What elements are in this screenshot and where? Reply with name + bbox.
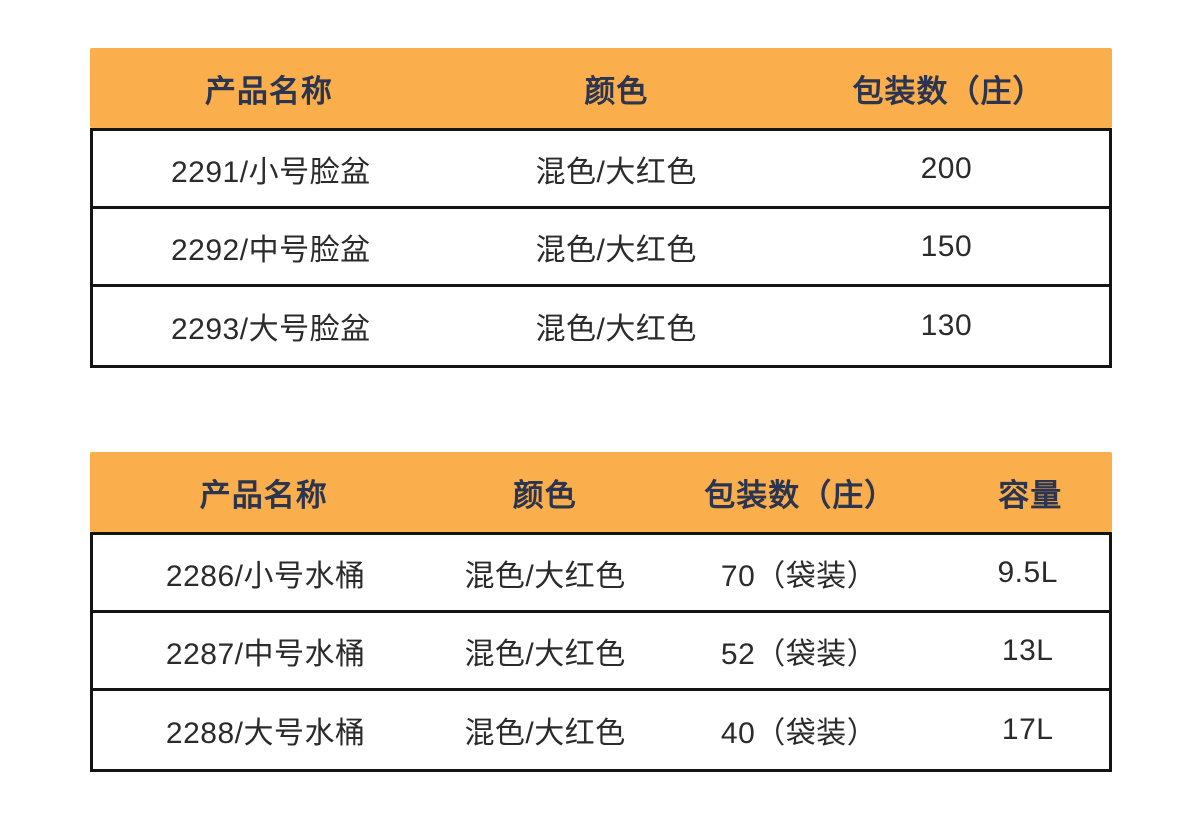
table-row: 2288/大号水桶 混色/大红色 40（袋装） 17L [93,691,1109,769]
cell-product-name: 2293/大号脸盆 [171,313,371,346]
bucket-table-body: 2286/小号水桶 混色/大红色 70（袋装） 9.5L 2287/中号水桶 混… [90,532,1112,772]
basin-table-header: 产品名称 颜色 包装数（庄） [90,48,1112,128]
cell-pack-count: 200 [920,151,973,185]
cell-pack-count: 52（袋装） [720,637,878,671]
column-header-color: 颜色 [512,477,577,513]
cell-pack-count: 150 [920,229,973,263]
cell-color: 混色/大红色 [535,233,697,267]
cell-pack-count: 130 [920,309,973,342]
cell-color: 混色/大红色 [535,313,697,346]
column-header-product-name: 产品名称 [204,73,333,109]
basin-spec-table: 产品名称 颜色 包装数（庄） 2291/小号脸盆 混色/大红色 200 2292… [90,48,1112,368]
bucket-spec-table: 产品名称 颜色 包装数（庄） 容量 2286/小号水桶 混色/大红色 70（袋装… [90,452,1112,772]
column-header-pack-count: 包装数（庄） [704,477,897,513]
cell-pack-count: 70（袋装） [720,559,878,593]
bucket-table-header: 产品名称 颜色 包装数（庄） 容量 [90,452,1112,532]
cell-product-name: 2286/小号水桶 [165,559,366,593]
table-row: 2291/小号脸盆 混色/大红色 200 [93,131,1109,209]
table-row: 2286/小号水桶 混色/大红色 70（袋装） 9.5L [93,535,1109,613]
cell-product-name: 2292/中号脸盆 [171,233,371,267]
column-header-pack-count: 包装数（庄） [852,73,1045,109]
table-row: 2293/大号脸盆 混色/大红色 130 [93,287,1109,365]
cell-capacity: 13L [1001,633,1054,667]
cell-product-name: 2291/小号脸盆 [171,155,371,189]
column-header-color: 颜色 [584,73,649,109]
cell-capacity: 9.5L [997,555,1058,589]
table-row: 2287/中号水桶 混色/大红色 52（袋装） 13L [93,613,1109,691]
column-header-product-name: 产品名称 [199,477,328,513]
basin-table-body: 2291/小号脸盆 混色/大红色 200 2292/中号脸盆 混色/大红色 15… [90,128,1112,368]
cell-capacity: 17L [1001,713,1054,746]
cell-color: 混色/大红色 [535,155,697,189]
cell-color: 混色/大红色 [464,637,626,671]
cell-color: 混色/大红色 [464,717,626,750]
column-header-capacity: 容量 [998,477,1063,513]
cell-color: 混色/大红色 [464,559,626,593]
table-row: 2292/中号脸盆 混色/大红色 150 [93,209,1109,287]
cell-pack-count: 40（袋装） [720,717,878,750]
cell-product-name: 2288/大号水桶 [165,717,366,750]
cell-product-name: 2287/中号水桶 [165,637,366,671]
